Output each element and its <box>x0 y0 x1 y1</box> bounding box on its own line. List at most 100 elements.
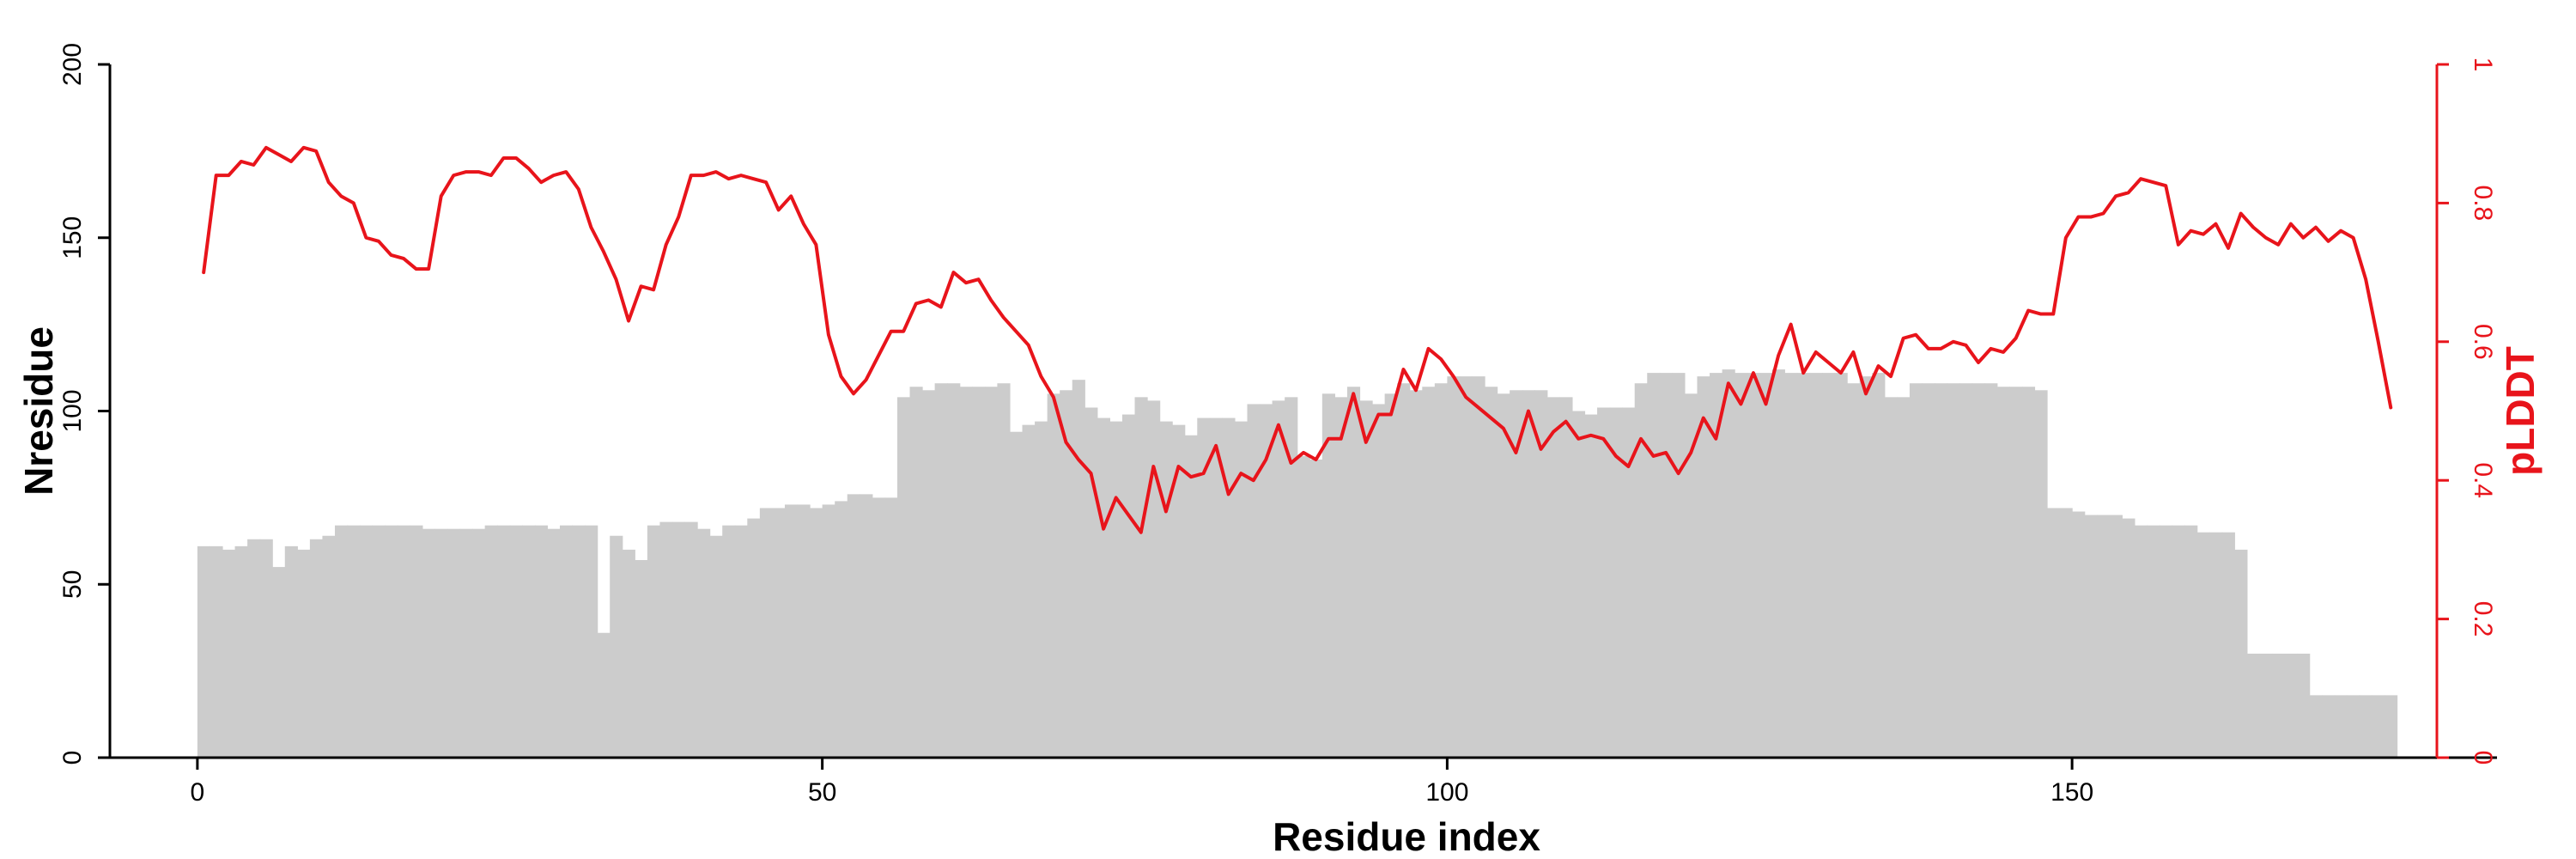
bar <box>410 525 423 758</box>
bar <box>2172 525 2185 758</box>
bar <box>722 525 736 758</box>
bar <box>2372 695 2385 758</box>
bar <box>1234 421 1249 758</box>
bar <box>972 387 986 758</box>
bar <box>522 525 536 758</box>
bar <box>847 494 860 758</box>
bar <box>997 383 1011 758</box>
bar <box>1209 417 1223 758</box>
bar <box>547 528 561 758</box>
bar <box>896 397 911 758</box>
bar <box>434 528 448 758</box>
bar <box>822 504 835 758</box>
bar <box>1559 397 1573 758</box>
bar <box>1959 383 1973 758</box>
x-tick-label: 50 <box>808 778 836 807</box>
bar <box>1647 373 1661 758</box>
bar <box>2034 390 2048 758</box>
bar <box>1571 411 1586 758</box>
bar <box>2221 532 2235 758</box>
bar <box>1672 373 1686 758</box>
bar <box>1434 383 1448 758</box>
bar <box>1334 397 1348 758</box>
bar <box>1409 390 1423 758</box>
bar <box>1222 417 1236 758</box>
bar <box>2147 525 2160 758</box>
bar <box>597 632 611 758</box>
bar <box>2297 653 2311 758</box>
bar <box>1022 424 1036 758</box>
bar <box>1710 373 1723 758</box>
bar <box>210 545 223 758</box>
bar <box>1297 455 1310 758</box>
bar <box>1697 376 1710 758</box>
bar <box>1971 383 1985 758</box>
bar <box>1422 387 1436 758</box>
bar <box>2059 508 2073 758</box>
bar-series <box>197 369 2398 758</box>
y2-tick-label: 0.8 <box>2469 186 2497 222</box>
bar <box>810 508 823 758</box>
y2-tick-label: 0.6 <box>2469 324 2497 360</box>
bar <box>1935 383 1948 758</box>
bar <box>2184 525 2198 758</box>
bar <box>1684 393 1698 758</box>
bar <box>1359 400 1373 758</box>
bar <box>272 567 286 758</box>
bar <box>1597 407 1611 758</box>
bar <box>1285 397 1298 758</box>
bar <box>509 525 523 758</box>
bar <box>197 545 211 758</box>
bar <box>1771 369 1785 758</box>
bar <box>347 525 361 758</box>
bar <box>884 497 898 758</box>
bar <box>2122 518 2136 758</box>
bar <box>1384 393 1398 758</box>
bar <box>2272 653 2286 758</box>
bar <box>947 383 961 758</box>
bar <box>484 525 498 758</box>
bar <box>297 549 311 758</box>
bar <box>1859 376 1873 758</box>
bar <box>1072 380 1085 758</box>
bar <box>2109 515 2123 758</box>
bar <box>1121 414 1136 758</box>
bar <box>1084 407 1098 758</box>
bar <box>497 525 511 758</box>
bar <box>1346 387 1361 758</box>
bar <box>2084 515 2098 758</box>
bar <box>1260 404 1273 758</box>
y2-tick-label: 0.4 <box>2469 462 2497 498</box>
bar <box>234 545 248 758</box>
bar <box>1584 414 1598 758</box>
bar <box>1722 369 1735 758</box>
bar <box>1485 387 1498 758</box>
bar <box>934 383 948 758</box>
bar <box>1159 421 1173 758</box>
bar <box>1622 407 1636 758</box>
bar <box>1996 387 2010 758</box>
bar <box>784 504 799 758</box>
bar <box>647 525 661 758</box>
bar <box>385 525 398 758</box>
bar <box>1534 390 1548 758</box>
bar <box>734 525 748 758</box>
bar <box>860 494 873 758</box>
bar <box>2347 695 2360 758</box>
bar <box>1472 376 1485 758</box>
bar <box>1522 390 1535 758</box>
bar <box>1134 397 1148 758</box>
bar <box>1847 383 1861 758</box>
bar <box>1035 421 1048 758</box>
bar <box>1397 383 1411 758</box>
y-axis-title: Nresidue <box>16 326 61 496</box>
bar <box>872 497 885 758</box>
bar <box>1809 373 1823 758</box>
bar <box>1735 373 1748 758</box>
bar <box>1634 383 1648 758</box>
bar <box>984 387 998 758</box>
bar <box>922 390 936 758</box>
bar <box>322 535 336 758</box>
bar <box>1796 373 1811 758</box>
